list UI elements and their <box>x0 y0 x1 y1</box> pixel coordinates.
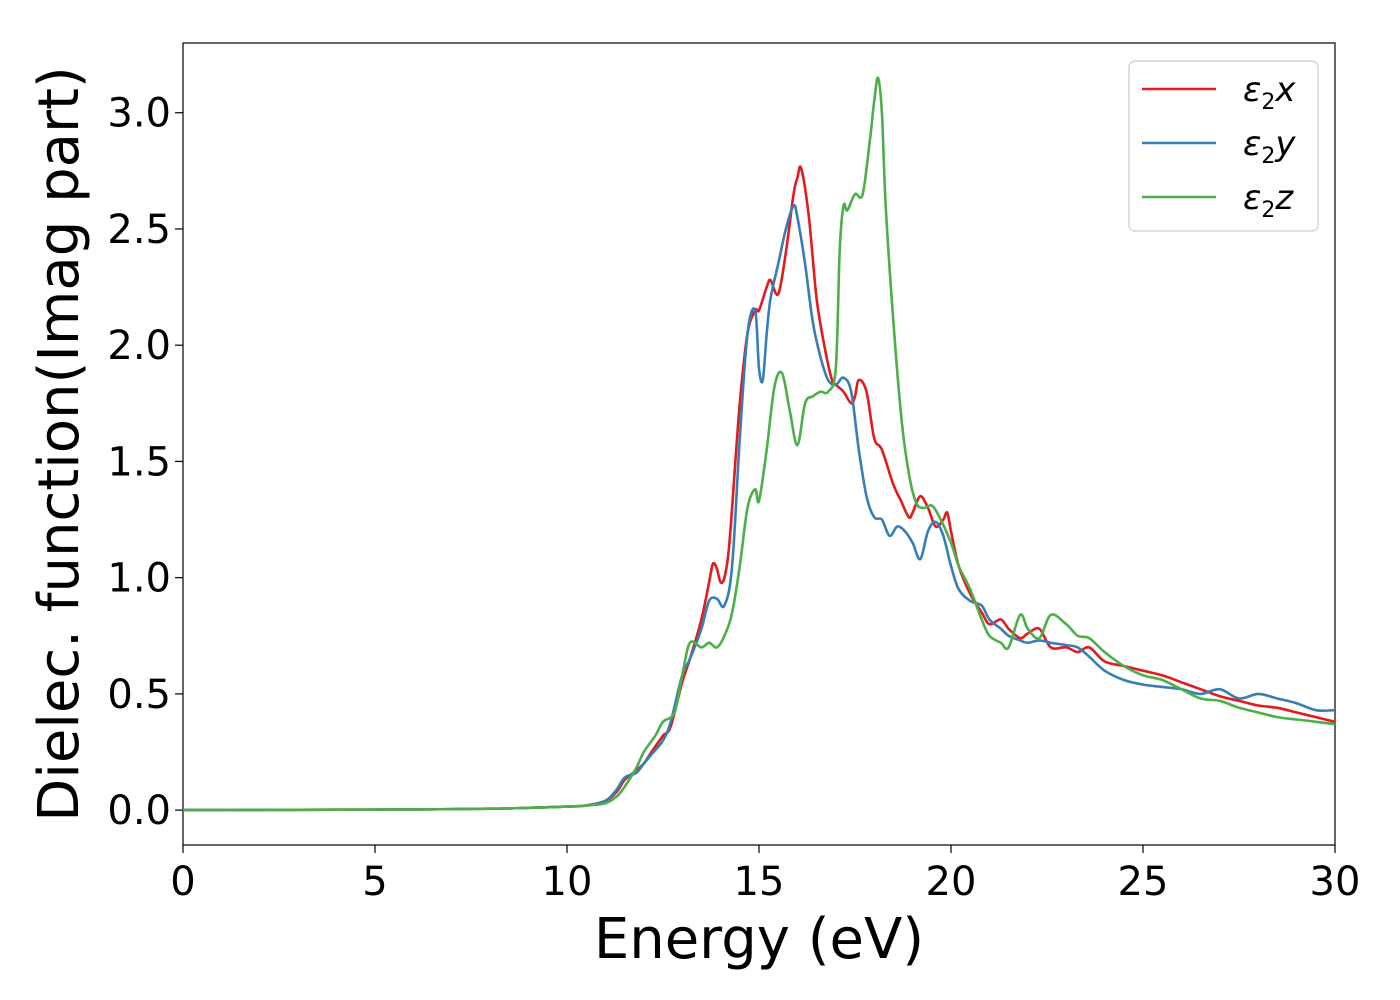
x-tick-label: 30 <box>1310 859 1361 905</box>
y-tick-label: 2.5 <box>107 207 171 253</box>
series-line-2 <box>182 76 1336 812</box>
x-tick-label: 5 <box>362 859 387 905</box>
legend-label-1: ε2y <box>1243 124 1296 169</box>
y-axis-label: Dielec. function(Imag part) <box>27 66 92 822</box>
y-tick-label: 0.0 <box>107 788 171 834</box>
y-tick-label: 0.5 <box>107 672 171 718</box>
series-line-1 <box>182 203 1336 812</box>
x-tick-label: 25 <box>1118 859 1169 905</box>
y-tick-label: 1.5 <box>107 439 171 485</box>
x-tick-label: 0 <box>170 859 195 905</box>
x-tick-label: 10 <box>542 859 593 905</box>
legend-label-0: ε2x <box>1243 70 1296 115</box>
y-axis: 0.0 0.5 1.0 1.5 2.0 2.5 3.0 <box>107 91 183 834</box>
series-line-0 <box>182 165 1336 812</box>
x-tick-label: 20 <box>926 859 977 905</box>
legend: ε2x ε2y ε2z <box>1128 60 1319 232</box>
series-layer <box>182 76 1336 812</box>
y-tick-label: 3.0 <box>107 91 171 137</box>
x-tick-label: 15 <box>734 859 785 905</box>
y-tick-label: 1.0 <box>107 556 171 602</box>
legend-label-2: ε2z <box>1243 178 1294 223</box>
legend-box <box>1128 60 1319 232</box>
x-axis-label: Energy (eV) <box>594 907 924 972</box>
x-axis: 0 5 10 15 20 25 30 <box>170 845 1360 905</box>
y-tick-label: 2.0 <box>107 323 171 369</box>
